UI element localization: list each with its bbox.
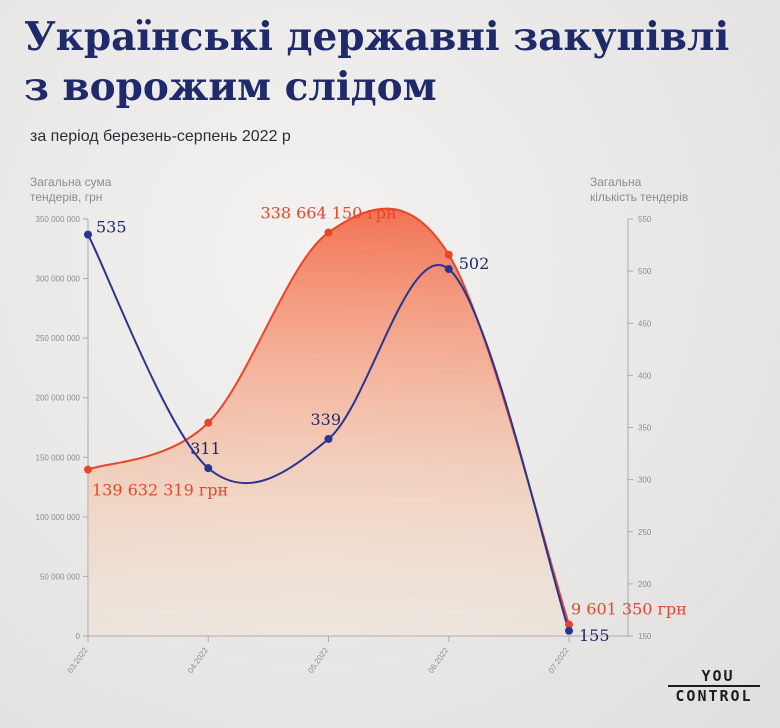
- right-tick-label: 200: [638, 580, 652, 589]
- amount-data-label: 338 664 150 грн: [261, 204, 397, 223]
- amount-point: [84, 465, 92, 474]
- count-data-label: 339: [311, 410, 342, 429]
- left-tick-label: 300 000 000: [36, 275, 81, 284]
- count-data-label: 535: [96, 218, 127, 237]
- amount-data-label: 139 632 319 грн: [92, 481, 228, 500]
- count-series-line: [87, 234, 570, 632]
- x-tick-label: 07.2022: [547, 646, 571, 675]
- left-tick-label: 100 000 000: [36, 513, 81, 522]
- right-tick-label: 450: [638, 319, 652, 328]
- right-tick-label: 350: [638, 424, 652, 433]
- count-point: [204, 464, 213, 473]
- count-point: [444, 265, 453, 274]
- right-tick-label: 150: [638, 632, 652, 641]
- amount-area: [88, 208, 569, 636]
- chart-subtitle: за період березень-серпень 2022 р: [30, 128, 291, 145]
- x-tick-label: 03.2022: [66, 646, 90, 675]
- right-tick-label: 500: [638, 267, 652, 276]
- count-data-label: 311: [190, 439, 221, 458]
- count-point: [324, 434, 333, 443]
- right-axis-label-line-2: кількість тендерів: [590, 190, 689, 204]
- points-layer: [84, 228, 573, 635]
- x-tick-label: 04.2022: [186, 646, 210, 675]
- x-tick-label: 06.2022: [426, 646, 450, 675]
- logo-divider: [668, 685, 760, 687]
- youcontrol-logo: YOU CONTROL: [664, 668, 764, 704]
- x-tick-label: 05.2022: [306, 646, 330, 675]
- left-tick-label: 200 000 000: [36, 394, 81, 403]
- logo-line-1: YOU: [701, 667, 735, 685]
- left-axis-label-line-2: тендерів, грн: [30, 190, 103, 204]
- left-tick-label: 250 000 000: [36, 334, 81, 343]
- right-tick-label: 250: [638, 528, 652, 537]
- lines-layer: [87, 207, 570, 632]
- right-axis-label-line-1: Загальна: [590, 175, 642, 189]
- left-axis-label: Загальна сума тендерів, грн: [30, 175, 170, 205]
- left-tick-label: 150 000 000: [36, 453, 81, 462]
- right-axis-label: Загальна кількість тендерів: [590, 175, 730, 205]
- count-data-label: 502: [459, 254, 490, 273]
- count-data-label: 155: [579, 626, 610, 645]
- count-point: [565, 626, 573, 635]
- title-line-1: Українські державні закупівлі: [24, 14, 730, 60]
- left-tick-label: 0: [76, 632, 81, 641]
- amount-point: [444, 250, 453, 259]
- right-tick-label: 400: [638, 371, 652, 380]
- title-line-2: з ворожим слідом: [24, 64, 437, 110]
- amount-point: [204, 418, 213, 427]
- amount-point: [324, 228, 333, 237]
- left-tick-label: 50 000 000: [40, 572, 81, 581]
- labels-layer: 139 632 319 грн 338 664 150 грн 9 601 350 …: [92, 204, 687, 645]
- logo-line-2: CONTROL: [675, 687, 753, 705]
- area-layer: [88, 208, 569, 636]
- count-point: [84, 230, 92, 239]
- chart-title: Українські державні закупівлі з ворожим …: [24, 12, 744, 112]
- right-tick-label: 550: [638, 215, 652, 224]
- left-tick-label: 350 000 000: [36, 215, 81, 224]
- right-tick-label: 300: [638, 476, 652, 485]
- amount-point: [565, 620, 573, 629]
- left-axis-label-line-1: Загальна сума: [30, 175, 112, 189]
- amount-data-label: 9 601 350 грн: [571, 600, 687, 619]
